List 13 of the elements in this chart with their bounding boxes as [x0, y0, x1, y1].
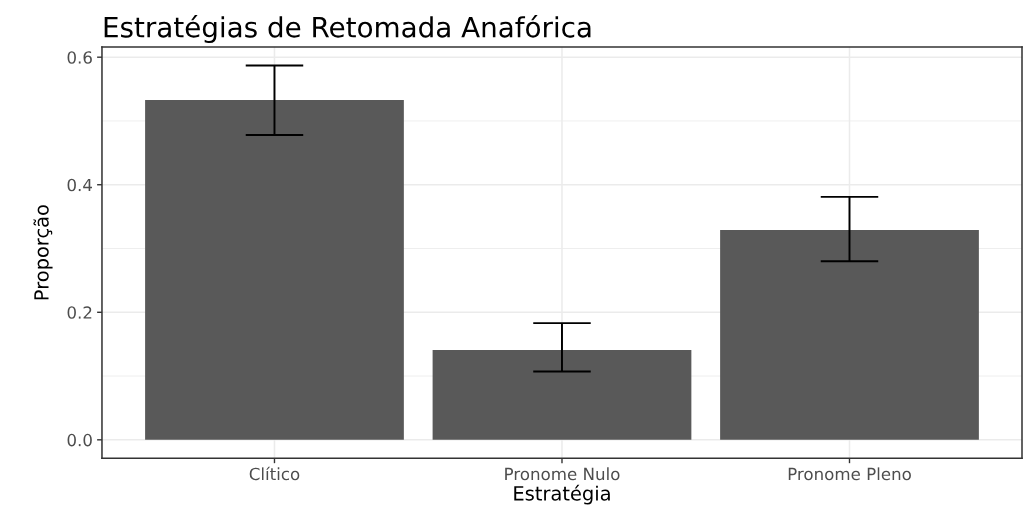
bar	[720, 230, 979, 440]
y-tick-label: 0.2	[67, 306, 92, 319]
y-tick-label: 0.6	[67, 51, 92, 64]
y-tick-label: 0.4	[67, 178, 93, 192]
x-axis-title: Estratégia	[514, 484, 610, 505]
bar	[432, 349, 692, 440]
x-tick-label: Pronome Nulo	[505, 467, 620, 481]
y-axis-title: Proporção	[33, 205, 53, 300]
x-tick-label: Clítico	[249, 466, 300, 481]
chart-title: Estratégias de Retomada Anafórica	[104, 15, 591, 44]
bar	[145, 99, 404, 440]
x-tick-label: Pronome Pleno	[788, 467, 911, 481]
y-tick-label: 0.0	[67, 433, 92, 447]
